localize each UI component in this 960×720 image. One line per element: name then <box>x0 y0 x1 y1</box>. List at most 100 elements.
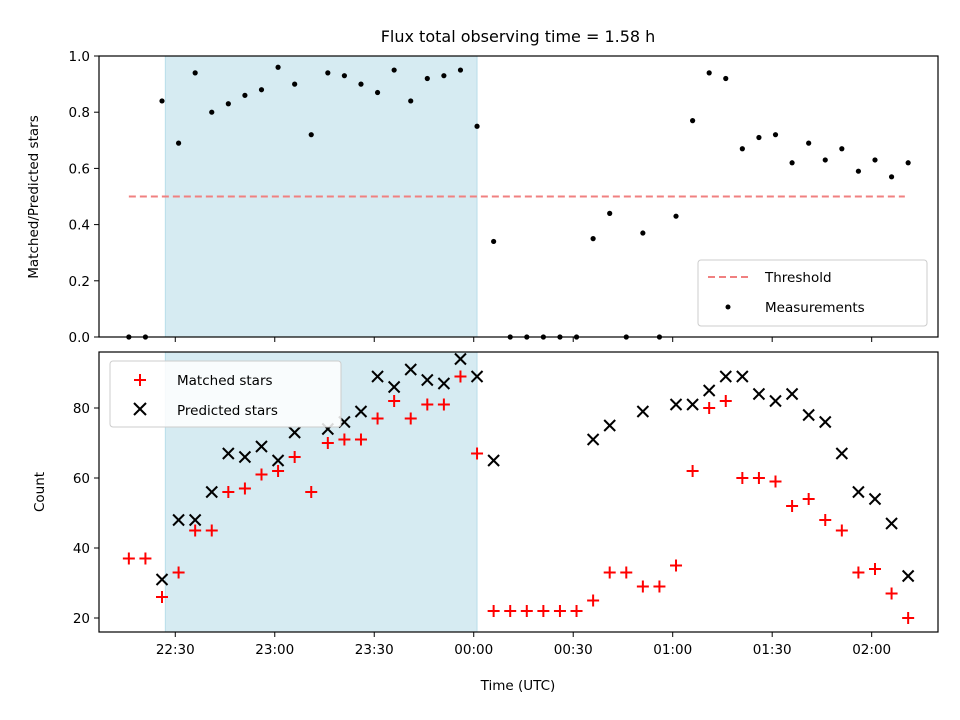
matched-star-point <box>437 398 450 411</box>
matched-star-point <box>471 447 484 460</box>
matched-star-point <box>338 433 351 446</box>
predicted-star-point <box>288 426 301 439</box>
count-y-axis-label: Count <box>32 472 48 512</box>
measurement-point <box>308 132 314 138</box>
measurement-point <box>789 160 795 166</box>
chart-title: Flux total observing time = 1.58 h <box>381 27 656 46</box>
x-tick-label: 23:00 <box>255 642 294 658</box>
measurement-point <box>275 64 281 70</box>
measurement-point <box>341 73 347 79</box>
matched-star-point <box>570 605 583 617</box>
measurement-point <box>159 98 165 104</box>
predicted-star-point <box>470 370 484 383</box>
measurement-point <box>905 160 911 166</box>
matched-star-point <box>255 468 268 481</box>
matched-star-point <box>172 566 185 579</box>
x-tick-label: 22:30 <box>156 642 195 658</box>
matched-star-point <box>752 472 765 484</box>
x-tick-label: 00:00 <box>454 642 493 658</box>
measurement-point <box>607 210 613 216</box>
matched-star-point <box>802 493 815 505</box>
y-tick-label: 0.2 <box>69 274 90 290</box>
predicted-star-point <box>636 405 650 418</box>
predicted-star-point <box>586 433 600 446</box>
matched-star-point <box>487 605 500 617</box>
y-tick-label: 0.4 <box>69 218 90 234</box>
measurement-point <box>888 174 895 180</box>
measurement-point <box>739 146 745 152</box>
matched-star-point <box>835 524 848 537</box>
predicted-star-point <box>404 363 417 376</box>
matched-star-point <box>587 594 600 607</box>
x-tick-label: 00:30 <box>554 642 593 658</box>
predicted-star-point <box>255 440 268 453</box>
measurement-point <box>706 70 712 76</box>
predicted-star-point <box>819 415 832 429</box>
predicted-star-point <box>885 517 898 530</box>
predicted-star-point <box>222 447 235 460</box>
matched-star-point <box>404 412 417 425</box>
matched-star-point <box>305 486 318 498</box>
measurement-point <box>855 168 862 174</box>
matched-star-point <box>786 500 799 512</box>
predicted-star-point <box>669 398 683 411</box>
measurement-point <box>441 73 447 79</box>
measurement-point <box>192 70 198 76</box>
measurement-point <box>358 81 364 87</box>
matched-star-point <box>288 451 301 463</box>
matched-star-point <box>272 465 285 477</box>
x-tick-label: 23:30 <box>355 642 394 658</box>
matched-star-point <box>122 552 135 565</box>
y-tick-label: 40 <box>73 541 90 557</box>
matched-star-point <box>852 566 865 579</box>
legend-matched-label: Matched stars <box>177 373 273 389</box>
predicted-star-point <box>719 370 732 383</box>
measurement-point <box>225 101 231 107</box>
count-legend-box <box>109 360 342 428</box>
matched-star-point <box>620 566 633 579</box>
y-tick-label: 0.0 <box>69 330 90 346</box>
legend-matched-swatch <box>134 374 146 386</box>
predicted-star-point <box>238 450 252 464</box>
measurement-point <box>408 98 414 104</box>
ratio-panel: 0.0 0.2 0.4 0.6 0.8 1.0 Matched/Predicted sta… <box>26 49 939 346</box>
matched-star-point <box>354 433 367 446</box>
matched-star-point <box>670 559 683 572</box>
predicted-star-point <box>603 419 616 432</box>
matched-star-point <box>189 524 202 537</box>
measurement-point <box>806 140 812 146</box>
measurement-point <box>640 230 646 236</box>
matched-star-point <box>222 486 235 498</box>
matched-star-point <box>868 563 881 575</box>
legend-predicted-swatch <box>133 402 147 416</box>
predicted-star-point <box>769 394 782 408</box>
matched-star-point <box>537 605 550 617</box>
legend-threshold-label: Threshold <box>764 270 832 286</box>
y-tick-label: 1.0 <box>69 49 90 65</box>
matched-star-point <box>205 524 218 537</box>
matched-star-point <box>769 475 782 488</box>
matched-star-point <box>321 437 334 449</box>
matched-star-point <box>703 402 716 414</box>
predicted-star-point <box>371 370 384 383</box>
x-tick-label: 01:00 <box>653 642 692 658</box>
measurement-point <box>491 238 497 245</box>
predicted-star-point <box>686 398 699 411</box>
y-tick-label: 20 <box>73 611 90 627</box>
x-axis-label: Time (UTC) <box>480 678 556 694</box>
legend-predicted-label: Predicted stars <box>177 403 278 419</box>
matched-star-point <box>238 482 251 495</box>
measurement-point <box>839 146 845 152</box>
measurement-point <box>325 70 331 76</box>
predicted-star-point <box>205 485 218 499</box>
matched-star-point <box>719 395 732 407</box>
measurement-point <box>374 89 381 96</box>
measurement-point <box>474 123 480 129</box>
predicted-star-point <box>354 405 368 418</box>
matched-star-point <box>603 566 616 579</box>
predicted-star-point <box>487 454 500 467</box>
measurement-point <box>258 87 265 93</box>
predicted-star-point <box>387 380 401 394</box>
predicted-star-point <box>702 384 716 397</box>
count-legend: Matched stars Predicted stars <box>109 360 342 428</box>
